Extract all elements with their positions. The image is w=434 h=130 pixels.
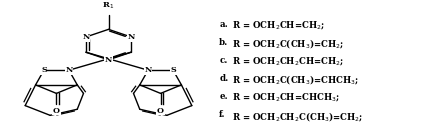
Text: O: O — [53, 107, 60, 115]
Text: R = OCH$_2$C(CH$_3$)=CHCH$_3$;: R = OCH$_2$C(CH$_3$)=CHCH$_3$; — [232, 74, 359, 87]
Text: e.: e. — [219, 92, 228, 101]
Text: N: N — [145, 66, 152, 74]
Text: O: O — [157, 107, 164, 115]
Text: N: N — [127, 33, 135, 41]
Text: R = OCH$_2$CH$_2$CH=CH$_2$;: R = OCH$_2$CH$_2$CH=CH$_2$; — [232, 56, 344, 68]
Text: S: S — [41, 66, 47, 74]
Text: R = OCH$_2$CH=CH$_2$;: R = OCH$_2$CH=CH$_2$; — [232, 20, 325, 32]
Text: S: S — [170, 66, 176, 74]
Text: N: N — [82, 33, 90, 41]
Text: d.: d. — [219, 74, 228, 83]
Text: R = OCH$_2$CH$_2$C(CH$_3$)=CH$_2$;: R = OCH$_2$CH$_2$C(CH$_3$)=CH$_2$; — [232, 110, 364, 124]
Text: R = OCH$_2$C(CH$_3$)=CH$_2$;: R = OCH$_2$C(CH$_3$)=CH$_2$; — [232, 38, 344, 51]
Text: f.: f. — [219, 110, 226, 119]
Text: N: N — [65, 66, 72, 74]
Text: R = OCH$_2$CH=CHCH$_3$;: R = OCH$_2$CH=CHCH$_3$; — [232, 92, 340, 104]
Text: N: N — [105, 56, 112, 64]
Text: R$_1$: R$_1$ — [102, 1, 115, 11]
Text: b.: b. — [219, 38, 228, 47]
Text: c.: c. — [219, 56, 227, 65]
Text: a.: a. — [219, 20, 228, 29]
